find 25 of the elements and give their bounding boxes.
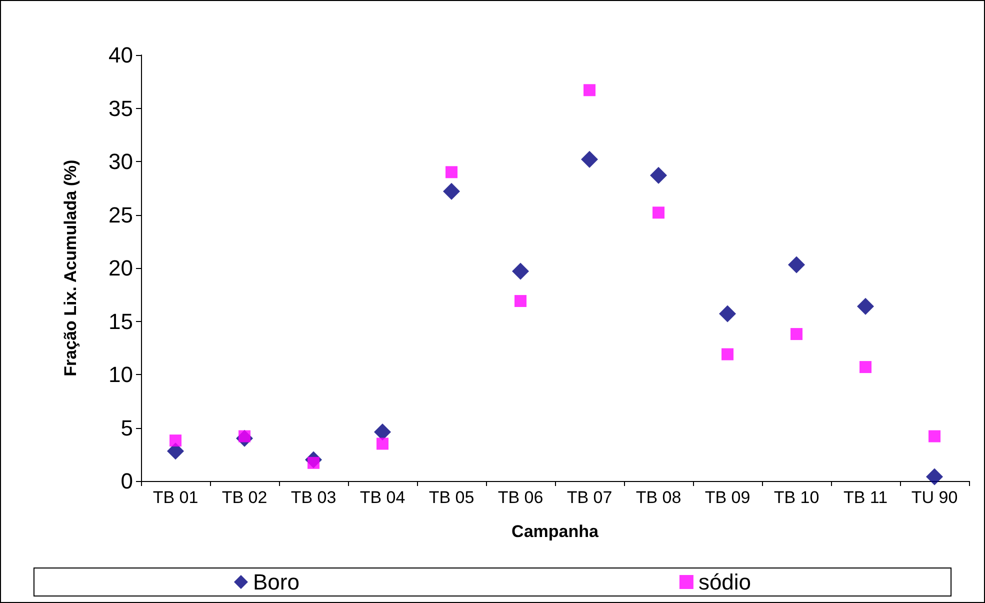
y-tick-label: 20 bbox=[108, 256, 133, 280]
y-tick-label: 30 bbox=[108, 149, 133, 174]
x-tick-label: TB 03 bbox=[290, 488, 336, 507]
y-tick-label: 25 bbox=[108, 202, 133, 228]
y-tick-label: 5 bbox=[120, 415, 133, 440]
legend-label: sódio bbox=[698, 570, 752, 594]
x-tick-label: TB 08 bbox=[636, 488, 682, 507]
x-tick-label: TB 07 bbox=[566, 488, 612, 507]
x-tick-label: TB 10 bbox=[774, 488, 820, 507]
x-tick-label: TU 90 bbox=[911, 488, 958, 507]
legend-label: Boro bbox=[252, 570, 300, 594]
x-tick-label: TB 09 bbox=[704, 488, 750, 507]
y-tick-label: 35 bbox=[108, 96, 133, 121]
y-tick-label: 0 bbox=[120, 468, 133, 494]
x-tick-label: TB 01 bbox=[152, 488, 198, 507]
x-tick-label: TB 06 bbox=[498, 488, 544, 507]
y-tick-label: 40 bbox=[108, 42, 133, 68]
x-tick-label: TB 04 bbox=[360, 488, 406, 507]
y-tick-label: 15 bbox=[108, 308, 133, 334]
x-tick-label: TB 02 bbox=[222, 488, 268, 507]
x-axis-title: Campanha bbox=[512, 522, 599, 541]
y-tick-label: 10 bbox=[108, 362, 133, 387]
y-axis-title: Fração Lix. Acumulada (%) bbox=[61, 160, 80, 376]
x-tick-label: TB 11 bbox=[843, 488, 888, 507]
x-tick-label: TB 05 bbox=[428, 488, 474, 507]
